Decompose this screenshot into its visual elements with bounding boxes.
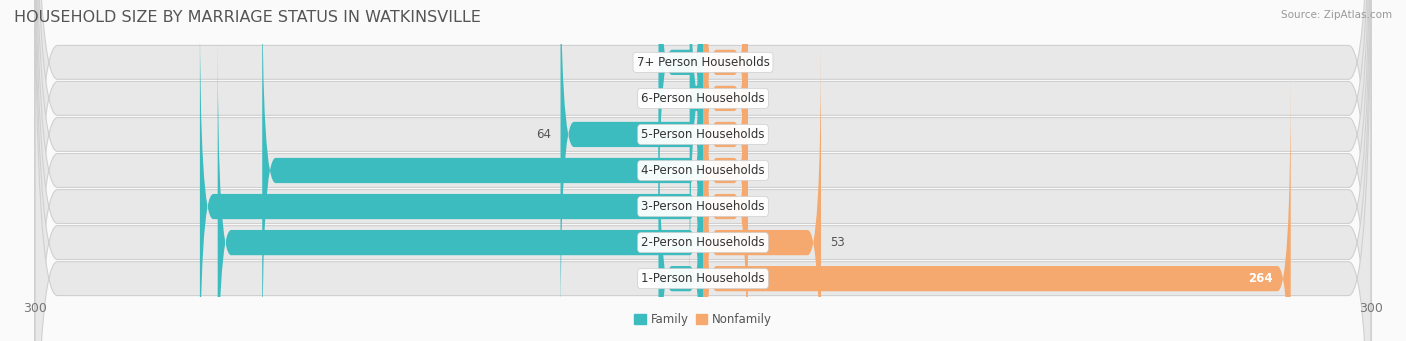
Text: 0: 0 — [643, 272, 650, 285]
Text: 0: 0 — [756, 56, 763, 69]
Text: 53: 53 — [830, 236, 845, 249]
Text: 3-Person Households: 3-Person Households — [641, 200, 765, 213]
FancyBboxPatch shape — [703, 39, 821, 341]
Text: 264: 264 — [1249, 272, 1272, 285]
FancyBboxPatch shape — [703, 0, 748, 341]
FancyBboxPatch shape — [35, 0, 1371, 341]
Text: 0: 0 — [756, 200, 763, 213]
FancyBboxPatch shape — [703, 3, 748, 341]
FancyBboxPatch shape — [689, 0, 703, 302]
FancyBboxPatch shape — [35, 0, 1371, 341]
Text: 7+ Person Households: 7+ Person Households — [637, 56, 769, 69]
Text: 218: 218 — [664, 236, 689, 249]
Text: 5-Person Households: 5-Person Households — [641, 128, 765, 141]
Text: 2-Person Households: 2-Person Households — [641, 236, 765, 249]
FancyBboxPatch shape — [658, 0, 703, 266]
FancyBboxPatch shape — [35, 0, 1371, 341]
Text: 4-Person Households: 4-Person Households — [641, 164, 765, 177]
Text: 6-Person Households: 6-Person Households — [641, 92, 765, 105]
Text: HOUSEHOLD SIZE BY MARRIAGE STATUS IN WATKINSVILLE: HOUSEHOLD SIZE BY MARRIAGE STATUS IN WAT… — [14, 10, 481, 25]
Legend: Family, Nonfamily: Family, Nonfamily — [634, 313, 772, 326]
FancyBboxPatch shape — [703, 0, 748, 266]
Text: 226: 226 — [662, 200, 688, 213]
Text: 1-Person Households: 1-Person Households — [641, 272, 765, 285]
FancyBboxPatch shape — [218, 39, 703, 341]
Text: 0: 0 — [756, 164, 763, 177]
FancyBboxPatch shape — [35, 0, 1371, 341]
FancyBboxPatch shape — [262, 0, 703, 341]
Text: 0: 0 — [756, 92, 763, 105]
FancyBboxPatch shape — [703, 0, 748, 302]
Text: 0: 0 — [643, 56, 650, 69]
Text: 6: 6 — [673, 92, 681, 105]
FancyBboxPatch shape — [35, 0, 1371, 341]
FancyBboxPatch shape — [200, 3, 703, 341]
Text: 0: 0 — [756, 128, 763, 141]
FancyBboxPatch shape — [703, 75, 1291, 341]
Text: Source: ZipAtlas.com: Source: ZipAtlas.com — [1281, 10, 1392, 20]
FancyBboxPatch shape — [561, 0, 703, 338]
FancyBboxPatch shape — [35, 0, 1371, 341]
FancyBboxPatch shape — [703, 0, 748, 338]
Text: 64: 64 — [537, 128, 551, 141]
Text: 198: 198 — [668, 164, 692, 177]
FancyBboxPatch shape — [658, 75, 703, 341]
FancyBboxPatch shape — [35, 0, 1371, 341]
